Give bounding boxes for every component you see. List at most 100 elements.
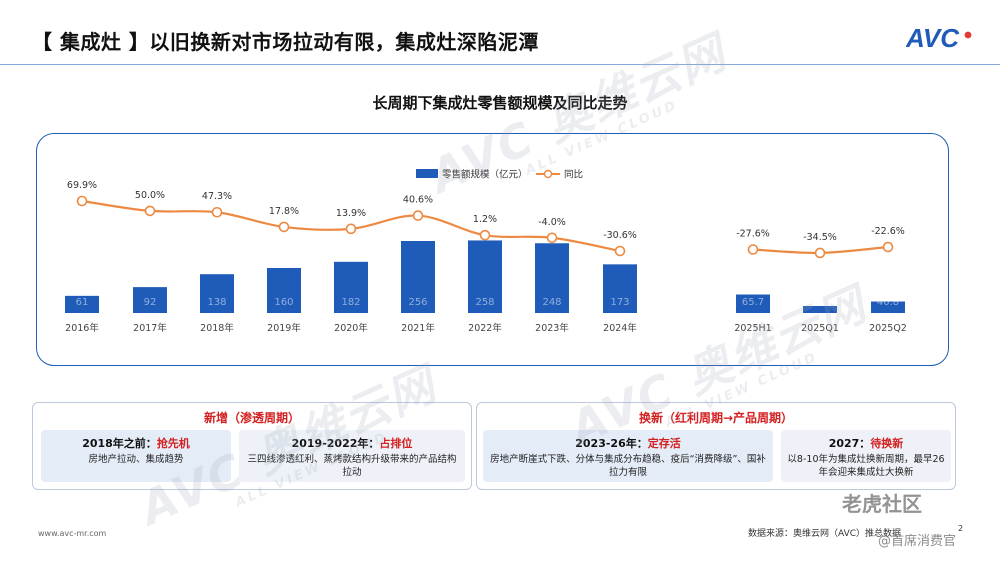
panel-growth: 新增（渗透周期） 2018年之前：抢先机 房地产拉动、集成趋势 2019-202… [32, 402, 472, 490]
x-tick-label: 2023年 [535, 322, 569, 334]
card-head: 2019-2022年：占排位 [239, 435, 465, 451]
yoy-label: -30.6% [603, 230, 637, 241]
bar-label: 61 [76, 297, 89, 308]
bar-3 [267, 268, 301, 313]
bar-label: 258 [475, 297, 494, 308]
bar-9 [736, 294, 770, 313]
bar-label: 138 [207, 297, 226, 308]
yoy-label: 40.6% [403, 195, 433, 206]
card-head: 2027：待换新 [781, 435, 951, 451]
yoy-point-5 [412, 210, 424, 221]
yoy-label: -27.6% [736, 229, 770, 240]
card-head: 2023-26年：定存活 [483, 435, 773, 451]
yoy-point-0 [76, 195, 88, 207]
data-source: 数据来源：奥维云网（AVC）推总数据 [748, 529, 902, 539]
x-tick-label: 2021年 [401, 322, 435, 334]
bar-0 [65, 295, 99, 313]
bar-label: 24.9 [809, 297, 831, 308]
x-tick-label: 2024年 [603, 322, 637, 334]
x-tick-label: 2016年 [65, 322, 99, 334]
yoy-point-11 [882, 241, 894, 253]
yoy-label: 17.8% [269, 206, 299, 217]
chart-title: 长周期下集成灶零售额规模及同比走势 [372, 94, 628, 112]
panel-replacement: 换新（红利周期→产品周期） 2023-26年：定存活 房地产断崖式下跌、分体与集… [476, 402, 956, 490]
card-emphasis: 抢先机 [156, 437, 190, 450]
bar-label: 92 [144, 297, 157, 308]
card-period: 2027： [828, 437, 871, 450]
legend-bar-swatch [416, 169, 438, 178]
bar-7 [535, 243, 569, 313]
card-period: 2018年之前： [82, 437, 157, 450]
card-pre-2018: 2018年之前：抢先机 房地产拉动、集成趋势 [41, 430, 231, 482]
avc-logo: AVC [906, 24, 972, 52]
legend-line-label: 同比 [564, 169, 583, 181]
yoy-point-3 [278, 221, 290, 233]
yoy-point-4 [345, 223, 357, 235]
bar-label: 40.8 [877, 297, 899, 308]
yoy-point-8 [614, 245, 626, 257]
x-tick-label: 2018年 [200, 322, 234, 334]
card-2027: 2027：待换新 以8-10年为集成灶换新周期，最早26年会迎来集成灶大换新 [781, 430, 951, 482]
yoy-point-7 [546, 232, 558, 244]
card-2019-2022: 2019-2022年：占排位 三四线渗透红利、蒸烤款结构升级带来的产品结构拉动 [239, 430, 465, 482]
card-body: 房地产拉动、集成趋势 [88, 454, 184, 465]
bar-6 [468, 240, 502, 313]
card-emphasis: 定存活 [647, 437, 681, 450]
x-tick-label: 2019年 [267, 322, 301, 334]
title-divider [0, 64, 1000, 65]
bar-label: 173 [610, 297, 629, 308]
card-emphasis: 占排位 [379, 437, 413, 450]
panel-growth-title: 新增（渗透周期） [203, 411, 300, 425]
x-tick-label: 2025H1 [734, 323, 771, 334]
bar-10 [803, 305, 837, 313]
yoy-label: 50.0% [135, 190, 165, 201]
bar-label: 256 [408, 297, 427, 308]
panel-replacement-title: 换新（红利周期→产品周期） [638, 411, 794, 425]
bar-11 [871, 301, 905, 313]
yoy-point-10 [814, 247, 826, 259]
yoy-point-2 [211, 206, 223, 218]
bar-8 [603, 264, 637, 313]
yoy-label: 1.2% [473, 214, 497, 225]
yoy-label: 47.3% [202, 191, 232, 202]
card-body: 三四线渗透红利、蒸烤款结构升级带来的产品结构拉动 [247, 454, 457, 478]
card-emphasis: 待换新 [870, 437, 904, 450]
legend-bar-label: 零售额规模（亿元） [442, 169, 528, 181]
x-tick-label: 2022年 [468, 322, 502, 334]
card-body: 以8-10年为集成灶换新周期，最早26年会迎来集成灶大换新 [787, 454, 945, 478]
legend-line-marker [543, 169, 553, 179]
logo-text: AVC [906, 24, 960, 52]
footer-url: www.avc-mr.com [38, 529, 107, 538]
yoy-label: -4.0% [538, 217, 566, 228]
chart-frame [36, 133, 949, 366]
card-2023-2026: 2023-26年：定存活 房地产断崖式下跌、分体与集成分布趋稳、疫后“消费降级”… [483, 430, 773, 482]
bar-1 [133, 287, 167, 313]
bar-label: 248 [542, 297, 561, 308]
bar-label: 65.7 [742, 297, 764, 308]
yoy-label: 69.9% [67, 180, 97, 191]
yoy-point-6 [479, 229, 491, 241]
x-tick-label: 2025Q1 [801, 323, 839, 334]
yoy-point-1 [144, 205, 156, 217]
page-number: 2 [958, 524, 964, 533]
social-watermark: 老虎社区 [842, 492, 922, 516]
bar-2 [200, 274, 234, 313]
yoy-point-9 [747, 244, 759, 255]
page-title: 【 集成灶 】以旧换新对市场拉动有限，集成灶深陷泥潭 [32, 30, 539, 54]
bar-4 [334, 261, 368, 313]
yoy-label: -34.5% [803, 232, 837, 243]
yoy-label: 13.9% [336, 208, 366, 219]
bar-5 [401, 241, 435, 313]
card-body: 房地产断崖式下跌、分体与集成分布趋稳、疫后“消费降级”、国补拉力有限 [490, 454, 766, 478]
card-head: 2018年之前：抢先机 [41, 435, 231, 451]
x-tick-label: 2020年 [334, 322, 368, 334]
social-watermark-sub: @首席消费官 [878, 534, 957, 549]
card-period: 2019-2022年： [291, 437, 380, 450]
logo-dot-icon [964, 31, 972, 39]
bar-label: 182 [341, 297, 360, 308]
x-tick-label: 2017年 [133, 322, 167, 334]
yoy-label: -22.6% [871, 226, 905, 237]
bar-label: 160 [274, 297, 293, 308]
card-period: 2023-26年： [575, 437, 648, 450]
